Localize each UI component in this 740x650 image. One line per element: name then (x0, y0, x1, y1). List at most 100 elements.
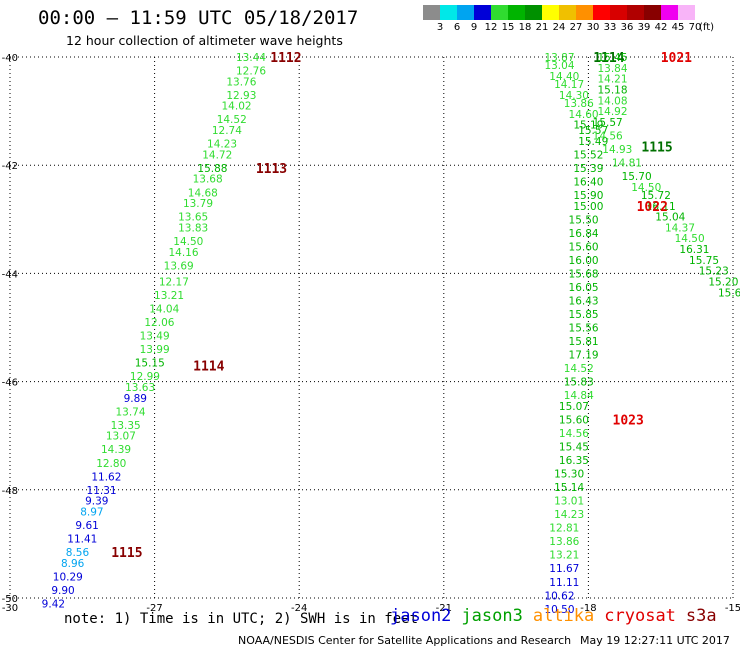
color-scale-tick: 30 (586, 22, 600, 33)
pass-time-label: 1023 (613, 413, 644, 428)
color-scale-tick: 33 (603, 22, 617, 33)
wave-height-label: 15.60 (569, 241, 599, 253)
wave-height-label: 15.15 (135, 358, 165, 370)
color-swatch (525, 5, 542, 20)
pass-time-label: 1115 (111, 546, 142, 561)
wave-height-label: 13.99 (140, 344, 170, 356)
wave-height-label: 8.56 (66, 547, 90, 559)
color-swatch (610, 5, 627, 20)
footer-credit: NOAA/NESDIS Center for Satellite Applica… (238, 634, 572, 647)
wave-height-label: 15.50 (569, 214, 599, 226)
y-tick-label: -40 (2, 53, 18, 64)
wave-height-label: 14.40 (549, 71, 579, 83)
wave-height-label: 15.90 (573, 190, 603, 202)
color-swatch (457, 5, 474, 20)
color-swatch (474, 5, 491, 20)
wave-height-label: 14.37 (665, 222, 695, 234)
wave-height-label: 15.68 (718, 287, 740, 299)
wave-height-label: 16.31 (679, 244, 709, 256)
wave-height-label: 15.19 (573, 120, 603, 132)
wave-height-label: 14.52 (217, 114, 247, 126)
page-subtitle: 12 hour collection of altimeter wave hei… (66, 33, 343, 48)
wave-height-label: 12.74 (212, 125, 242, 137)
wave-height-label: 14.60 (569, 109, 599, 121)
wave-height-label: 14.81 (612, 157, 642, 169)
wave-height-label: 14.92 (597, 106, 627, 118)
pass-time-label: 1113 (256, 162, 287, 177)
wave-height-label: 11.62 (91, 471, 121, 483)
wave-height-label: 15.81 (569, 336, 599, 348)
satellite-legend: jason2 jason3 altika cryosat s3a (390, 606, 727, 626)
wave-height-label: 14.17 (554, 79, 584, 91)
x-tick-label: -21 (436, 603, 452, 614)
wave-height-label: 16.40 (573, 176, 603, 188)
wave-height-label: 13.35 (111, 420, 141, 432)
wave-height-label: 14.04 (149, 304, 179, 316)
wave-height-label: 15.14 (554, 482, 584, 494)
wave-height-label: 15.49 (578, 136, 608, 148)
x-tick-label: -30 (2, 603, 18, 614)
color-swatch (593, 5, 610, 20)
wave-height-label: 13.83 (178, 222, 208, 234)
color-swatch (542, 5, 559, 20)
color-scale-tick: 21 (535, 22, 549, 33)
wave-height-label: 14.39 (101, 444, 131, 456)
wave-height-label: 13.74 (115, 406, 145, 418)
color-scale-tick: 9 (470, 22, 478, 33)
wave-height-label: 8.96 (61, 558, 85, 570)
wave-height-label: 15.60 (559, 414, 589, 426)
wave-height-label: 11.41 (67, 533, 97, 545)
wave-height-label: 13.04 (544, 60, 574, 72)
wave-height-label: 15.45 (559, 442, 589, 454)
wave-height-label: 16.11 (646, 201, 676, 213)
wave-height-label: 9.90 (51, 585, 74, 597)
x-tick-label: -18 (580, 603, 596, 614)
wave-height-label: 8.97 (80, 506, 103, 518)
wave-height-label: 14.02 (222, 101, 252, 113)
color-swatch (559, 5, 576, 20)
y-tick-label: -44 (2, 269, 18, 280)
wave-height-label: 10.50 (544, 604, 574, 616)
wave-height-label: 14.52 (564, 363, 594, 375)
wave-height-label: 13.84 (597, 63, 627, 75)
wave-height-label: 12.93 (226, 90, 256, 102)
wave-height-label: 12.17 (159, 277, 189, 289)
wave-height-label: 13.76 (226, 76, 256, 88)
wave-height-label: 17.19 (569, 350, 599, 362)
wave-height-label: 15.72 (641, 190, 671, 202)
pass-time-label: 1112 (270, 51, 301, 66)
color-scale-tick: 24 (552, 22, 566, 33)
wave-height-label: 13.21 (549, 550, 579, 562)
color-swatch (576, 5, 593, 20)
wave-height-label: 15.00 (573, 201, 603, 213)
color-scale-tick: 6 (453, 22, 461, 33)
y-tick-label: -50 (2, 594, 18, 605)
wave-height-label: 15.30 (554, 469, 584, 481)
color-swatch (627, 5, 644, 20)
wave-height-label: 14.50 (631, 182, 661, 194)
color-scale-unit: (ft) (699, 22, 715, 33)
wave-height-label: 13.65 (178, 212, 208, 224)
wave-height-label: 9.89 (124, 393, 147, 405)
wave-height-label: 16.35 (559, 455, 589, 467)
wave-height-label: 14.16 (168, 247, 198, 259)
wave-height-label: 11.31 (87, 485, 117, 497)
wave-height-label: 14.23 (207, 139, 237, 151)
wave-height-label: 13.79 (183, 198, 213, 210)
color-scale-tick: 39 (637, 22, 651, 33)
wave-height-label: 14.72 (202, 149, 232, 161)
color-swatch (491, 5, 508, 20)
wave-height-label: 13.87 (544, 52, 574, 64)
satellite-legend-item: cryosat (604, 606, 676, 626)
wave-height-label: 16.00 (569, 255, 599, 267)
wave-height-label: 16.84 (569, 228, 599, 240)
color-scale-tick: 36 (620, 22, 634, 33)
wave-height-label: 14.30 (559, 90, 589, 102)
wave-height-label: 16.43 (569, 295, 599, 307)
wave-height-label: 13.01 (554, 496, 584, 508)
note-text: note: 1) Time is in UTC; 2) SWH is in fe… (64, 611, 419, 627)
satellite-legend-item: jason2 (390, 606, 452, 626)
wave-height-label: 10.62 (544, 590, 574, 602)
color-scale-tick: 15 (501, 22, 515, 33)
pass-time-label: 1114 (193, 359, 224, 374)
